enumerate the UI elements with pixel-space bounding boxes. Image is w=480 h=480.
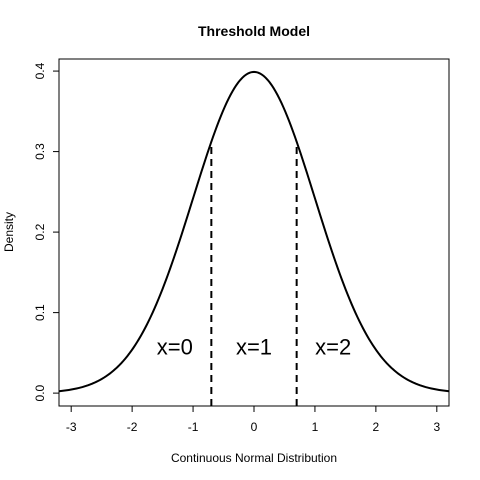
x-axis-label: Continuous Normal Distribution xyxy=(171,451,337,465)
region-labels: x=0 x=1 x=2 xyxy=(157,334,352,359)
y-tick-label: 0.3 xyxy=(33,143,47,160)
y-axis-label: Density xyxy=(2,212,16,252)
y-tick-label: 0.2 xyxy=(33,223,47,240)
density-curve xyxy=(58,70,450,393)
x-tick-label: 0 xyxy=(251,420,258,434)
region-label: x=2 xyxy=(315,334,351,359)
y-axis: 0.0 0.1 0.2 0.3 0.4 xyxy=(33,62,59,401)
chart-title: Threshold Model xyxy=(198,23,310,39)
y-tick-label: 0.1 xyxy=(33,304,47,321)
region-label: x=1 xyxy=(236,334,272,359)
x-tick-label: 1 xyxy=(312,420,319,434)
x-tick-label: -2 xyxy=(127,420,138,434)
region-label: x=0 xyxy=(157,334,193,359)
threshold-lines xyxy=(210,141,298,406)
y-tick-label: 0.0 xyxy=(33,384,47,401)
x-tick-label: -3 xyxy=(66,420,77,434)
y-tick-label: 0.4 xyxy=(33,62,47,79)
x-tick-label: 2 xyxy=(373,420,380,434)
x-tick-label: 3 xyxy=(433,420,440,434)
x-tick-label: -1 xyxy=(188,420,199,434)
x-axis: -3 -2 -1 0 1 2 3 xyxy=(66,406,440,434)
